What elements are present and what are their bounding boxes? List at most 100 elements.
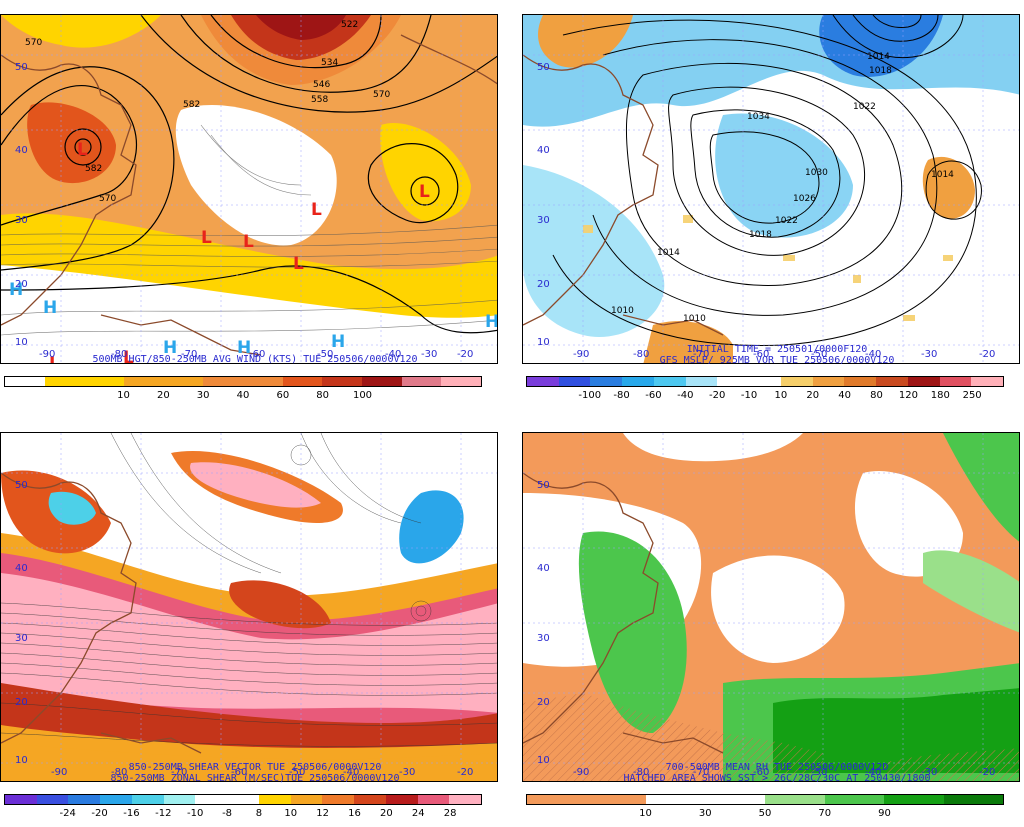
isobar-label: 1014 <box>657 248 680 258</box>
color-scale-tick-label: 100 <box>352 390 373 401</box>
low-pressure-symbol: L <box>419 182 430 202</box>
color-scale-bar <box>526 376 1004 387</box>
color-scale-segment <box>282 377 323 386</box>
low-pressure-symbol: L <box>123 348 134 364</box>
high-pressure-symbol: H <box>163 338 177 358</box>
longitude-label: -80 <box>633 767 649 778</box>
panel-caption-vector: 850-250MB SHEAR VECTOR TUE 250506/0000V1… <box>128 762 382 773</box>
color-scale-tick-label: 12 <box>316 808 330 819</box>
contour-label: 570 <box>25 38 42 48</box>
longitude-label: -80 <box>111 767 127 778</box>
longitude-label: -60 <box>249 349 265 360</box>
isobar-label: 1018 <box>869 66 892 76</box>
high-pressure-symbol: H <box>43 298 57 318</box>
longitude-label: -50 <box>811 767 827 778</box>
color-scale-tick-label: 10 <box>774 390 788 401</box>
longitude-label: -40 <box>343 767 359 778</box>
color-scale-ticks: 10 30 50 70 90 <box>526 808 1004 822</box>
contour-label: 558 <box>311 95 328 105</box>
longitude-label: -20 <box>979 349 995 360</box>
color-scale-segment <box>84 377 125 386</box>
map-frame-shear: 50 40 30 20 10 -90 -80 -70 -60 -50 -40 -… <box>0 432 498 782</box>
color-scale-segment <box>124 377 164 386</box>
color-scale-segment <box>876 377 908 386</box>
longitude-label: -70 <box>693 767 709 778</box>
latitude-label: 20 <box>537 279 550 290</box>
color-scale-tick-label: -100 <box>578 390 602 401</box>
contour-label: 534 <box>321 58 338 68</box>
isobar-label: 1014 <box>867 52 890 62</box>
longitude-label: -20 <box>457 349 473 360</box>
longitude-label: -80 <box>633 349 649 360</box>
low-pressure-symbol: L <box>243 232 254 252</box>
color-scale-tick-label: 8 <box>255 808 263 819</box>
map-500mb-height: 522 534 546 558 570 582 570 582 570 L L … <box>1 15 497 364</box>
panel-caption: 850-250MB ZONAL SHEAR (M/SEC)TUE 250506/… <box>110 773 400 784</box>
color-scale-tick-label: 40 <box>236 390 250 401</box>
latitude-label: 50 <box>537 62 550 73</box>
color-scale-segment <box>44 377 85 386</box>
color-scale-tick-label: 10 <box>117 390 130 401</box>
latitude-label: 20 <box>15 279 28 290</box>
longitude-label: -40 <box>865 767 881 778</box>
low-pressure-symbol: L <box>311 200 322 220</box>
color-scale-segment <box>780 377 813 386</box>
longitude-label: -70 <box>171 767 187 778</box>
map-frame-rh: 50 40 30 20 10 -90 -80 -70 -60 -50 -40 -… <box>522 432 1020 782</box>
color-scale-tick-label: 80 <box>870 390 883 401</box>
color-scale-segment <box>354 795 386 804</box>
latitude-label: 40 <box>537 145 550 156</box>
longitude-label: -50 <box>289 767 305 778</box>
map-mean-rh: 50 40 30 20 10 -90 -80 -70 -60 -50 -40 -… <box>523 433 1019 781</box>
color-scale-tick-label: 28 <box>443 808 457 819</box>
longitude-label: -30 <box>921 349 937 360</box>
color-scale-segment <box>943 795 1003 804</box>
color-scale-tick-label: 120 <box>898 390 918 401</box>
color-scale-segment <box>590 377 623 386</box>
isobar-label: 1034 <box>747 112 770 122</box>
color-scale-tick-label: 60 <box>276 390 290 401</box>
color-scale-segment <box>243 377 283 386</box>
longitude-label: -60 <box>753 767 769 778</box>
map-zonal-shear: 50 40 30 20 10 -90 -80 -70 -60 -50 -40 -… <box>1 433 497 781</box>
isobar-label: 1022 <box>853 102 876 112</box>
color-scale-segment <box>527 377 559 386</box>
color-scale-segment <box>622 377 654 386</box>
color-scale-tick-label: 24 <box>411 808 425 819</box>
latitude-label: 10 <box>15 337 28 348</box>
color-scale-tick-label: 50 <box>758 808 772 819</box>
color-scale-ticks: 10 20 30 40 60 80 100 <box>4 390 482 404</box>
longitude-label: -30 <box>399 767 415 778</box>
color-scale-segment <box>362 377 402 386</box>
color-scale-segment <box>824 795 884 804</box>
longitude-label: -50 <box>811 349 827 360</box>
latitude-label: 30 <box>15 633 28 644</box>
color-scale-tick-label: -10 <box>187 808 204 819</box>
isobar-label: 1010 <box>611 306 634 316</box>
color-scale-segment <box>441 377 482 386</box>
color-scale-tick-label: 70 <box>818 808 832 819</box>
color-scale-tick-label: 30 <box>196 390 210 401</box>
color-scale-segment <box>68 795 101 804</box>
panel-caption-sst-note: HATCHED AREA SHOWS SST > 26C/28C/30C AT … <box>623 773 931 784</box>
color-scale-segment <box>884 795 944 804</box>
latitude-label: 40 <box>15 563 28 574</box>
longitude-label: -90 <box>39 349 55 360</box>
color-scale-segment <box>163 377 204 386</box>
color-scale-segment <box>717 377 750 386</box>
color-scale-segment <box>705 795 765 804</box>
panel-500mb-height-wind: 522 534 546 558 570 582 570 582 570 L L … <box>0 0 512 409</box>
longitude-label: -20 <box>457 767 473 778</box>
color-scale-segment <box>907 377 940 386</box>
color-scale-segment <box>558 377 591 386</box>
longitude-label: -90 <box>573 349 589 360</box>
color-scale-tick-label: 10 <box>639 808 652 819</box>
color-scale-ticks: -24 -20 -16 -12 -10 -8 8 10 12 16 20 24 28 <box>4 808 482 822</box>
contour-label: 570 <box>99 194 116 204</box>
color-scale-segment <box>131 795 164 804</box>
color-scale-tick-label: 40 <box>838 390 852 401</box>
low-pressure-symbol: L <box>201 228 212 248</box>
latitude-label: 30 <box>537 215 550 226</box>
color-scale-segment <box>195 795 228 804</box>
map-frame-mslp: 1034 1030 1026 1022 1018 1014 1010 1014 … <box>522 14 1020 364</box>
